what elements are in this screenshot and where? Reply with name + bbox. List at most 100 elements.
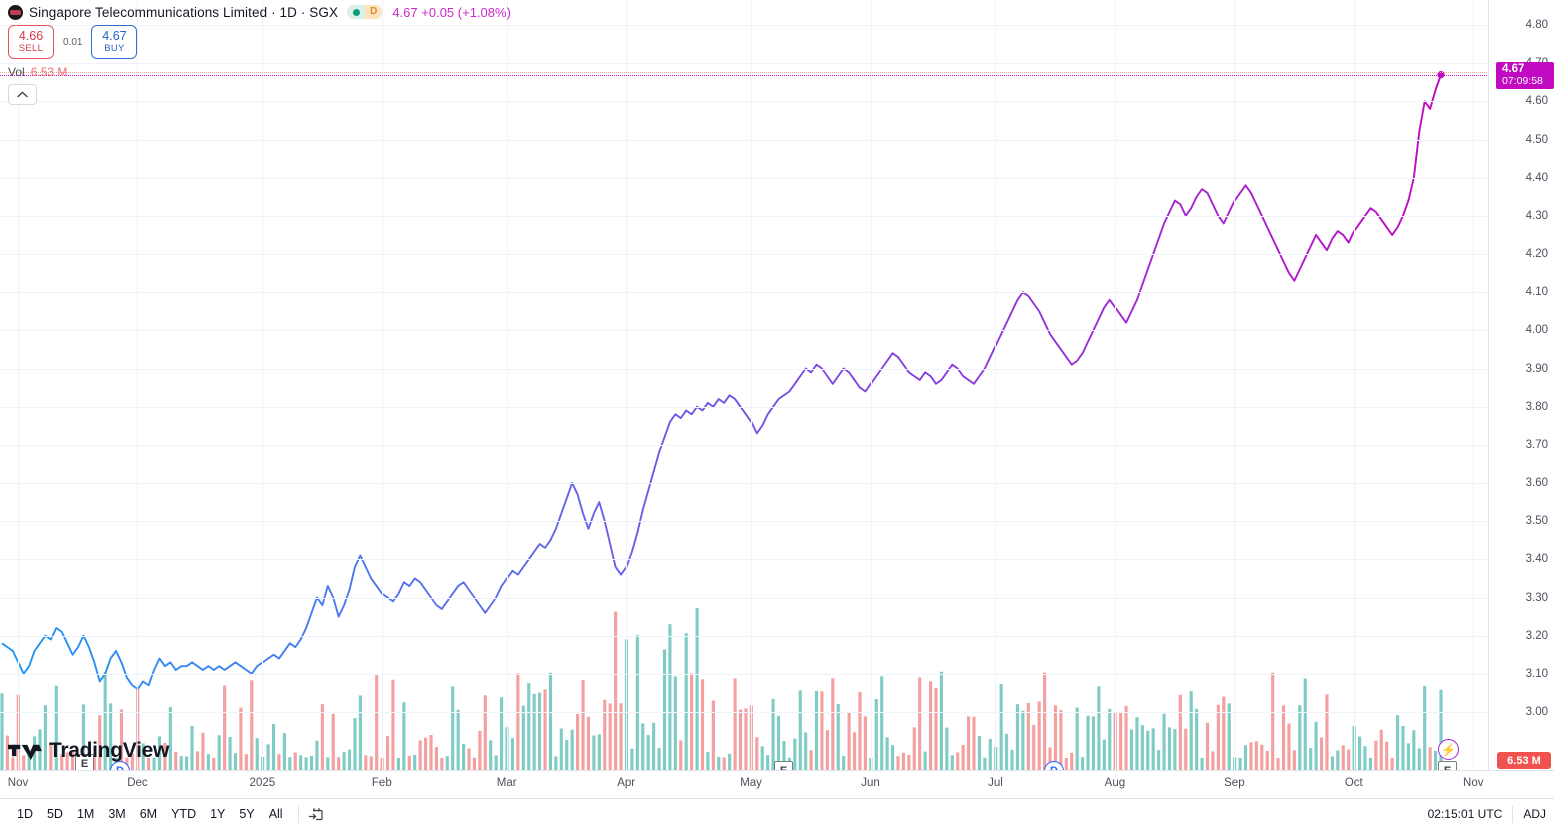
- volume-bar: [1254, 741, 1258, 770]
- price-adjustment-toggle[interactable]: ADJ: [1523, 807, 1546, 821]
- volume-bar: [445, 756, 449, 770]
- volume-bar: [472, 757, 476, 770]
- volume-bar: [1005, 733, 1009, 770]
- range-button-5y[interactable]: 5Y: [239, 807, 255, 821]
- chart-clock[interactable]: 02:15:01 UTC: [1427, 807, 1503, 821]
- volume-bar: [1124, 705, 1128, 770]
- volume-bar: [766, 755, 770, 770]
- market-status-pill[interactable]: D: [347, 5, 383, 19]
- price-tick: 3.00: [1525, 706, 1548, 718]
- gridline: [0, 25, 1489, 26]
- volume-bar: [646, 735, 650, 770]
- volume-bar: [527, 683, 531, 770]
- symbol-title[interactable]: Singapore Telecommunications Limited · 1…: [29, 4, 339, 20]
- split-marker[interactable]: ⚡: [1438, 739, 1459, 760]
- volume-bar: [717, 757, 721, 770]
- volume-bar: [521, 705, 525, 770]
- gridline: [0, 215, 1489, 217]
- time-tick: Jul: [988, 777, 1003, 789]
- volume-bar: [1249, 742, 1253, 770]
- volume-bar: [434, 747, 438, 770]
- earnings-marker[interactable]: E: [1438, 761, 1457, 770]
- volume-legend[interactable]: Vol 6.53 M: [8, 65, 511, 79]
- collapse-legend-button[interactable]: [8, 84, 37, 105]
- range-button-3m[interactable]: 3M: [108, 807, 126, 821]
- volume-bar: [1059, 710, 1063, 770]
- earnings-marker[interactable]: E: [774, 761, 793, 770]
- gridline: [0, 444, 1489, 446]
- volume-bar: [277, 754, 281, 770]
- buy-button[interactable]: 4.67 BUY: [91, 25, 138, 59]
- volume-bar: [809, 750, 813, 770]
- price-tick: 3.70: [1525, 438, 1548, 451]
- volume-bar: [863, 716, 867, 770]
- volume-bar: [22, 755, 26, 770]
- tradingview-logo-icon: [8, 744, 42, 760]
- gridline: [0, 406, 1489, 408]
- volume-bar: [407, 755, 411, 770]
- volume-bar: [1048, 747, 1052, 770]
- chart-canvas[interactable]: EDE⚡DE TradingView Singapore Telecommuni…: [0, 0, 1489, 770]
- gridline-vertical: [870, 0, 872, 770]
- time-axis[interactable]: Nov Dec 2025 Feb Mar Apr May Jun Jul Aug Sep Oct Nov: [0, 770, 1554, 799]
- volume-bar: [141, 743, 145, 770]
- volume-bar: [570, 729, 574, 770]
- volume-bar: [1053, 705, 1058, 770]
- range-button-1d[interactable]: 1D: [17, 807, 33, 821]
- volume-bar: [152, 757, 156, 770]
- range-button-5d[interactable]: 5D: [46, 807, 63, 821]
- volume-bar: [1015, 704, 1020, 770]
- time-range-buttons[interactable]: 1D 5D 1M 3M 6M YTD 1Y 5Y All: [10, 799, 327, 829]
- volume-bar: [1157, 750, 1161, 770]
- range-button-1y[interactable]: 1Y: [210, 807, 226, 821]
- volume-bar: [293, 752, 297, 770]
- volume-bar: [1102, 739, 1106, 770]
- volume-bar: [1428, 747, 1432, 770]
- volume-bar: [776, 715, 781, 770]
- current-price-badge: 4.67 07:09:58: [1496, 61, 1554, 89]
- volume-bar: [494, 755, 498, 770]
- gridline-vertical: [18, 0, 19, 770]
- volume-bar: [1401, 726, 1405, 770]
- volume-bar: [451, 686, 455, 770]
- earnings-marker[interactable]: E: [75, 754, 94, 770]
- range-button-all[interactable]: All: [268, 807, 283, 821]
- spread-value: 0.01: [63, 36, 83, 48]
- volume-bar: [98, 715, 102, 770]
- trade-widget[interactable]: 4.66 SELL 0.01 4.67 BUY: [8, 25, 511, 59]
- volume-bar: [945, 727, 949, 770]
- volume-bar: [65, 752, 69, 770]
- price-axis[interactable]: 4.804.704.604.504.404.304.204.104.003.90…: [1488, 0, 1554, 770]
- volume-bar: [532, 693, 536, 770]
- volume-bar: [912, 727, 916, 770]
- sell-button[interactable]: 4.66 SELL: [8, 25, 54, 59]
- volume-bar: [1222, 696, 1226, 770]
- chart-legend: Singapore Telecommunications Limited · 1…: [8, 3, 511, 105]
- range-button-1m[interactable]: 1M: [76, 807, 95, 821]
- volume-bar: [326, 757, 330, 770]
- volume-bar: [744, 708, 748, 770]
- volume-bar: [429, 735, 433, 770]
- volume-bar: [462, 743, 466, 770]
- time-tick: Sep: [1224, 777, 1245, 789]
- volume-bar: [592, 735, 596, 770]
- volume-bar: [771, 698, 775, 770]
- volume-bar: [950, 755, 954, 770]
- volume-bar: [288, 757, 292, 770]
- volume-bar: [641, 723, 645, 770]
- volume-bar: [206, 754, 210, 770]
- volume-bar: [27, 754, 31, 770]
- volume-bar: [711, 700, 715, 770]
- volume-bar: [266, 744, 270, 770]
- range-button-6m[interactable]: 6M: [139, 807, 158, 821]
- range-button-ytd[interactable]: YTD: [171, 807, 197, 821]
- time-tick: Aug: [1104, 777, 1126, 789]
- volume-bar: [695, 608, 699, 770]
- volume-bar: [1070, 752, 1074, 770]
- gridline: [0, 177, 1489, 179]
- volume-bar: [92, 757, 96, 770]
- volume-bar: [168, 707, 172, 770]
- toolbar-divider: [1512, 805, 1514, 823]
- volume-bar: [1379, 729, 1383, 770]
- goto-date-button[interactable]: [307, 804, 327, 824]
